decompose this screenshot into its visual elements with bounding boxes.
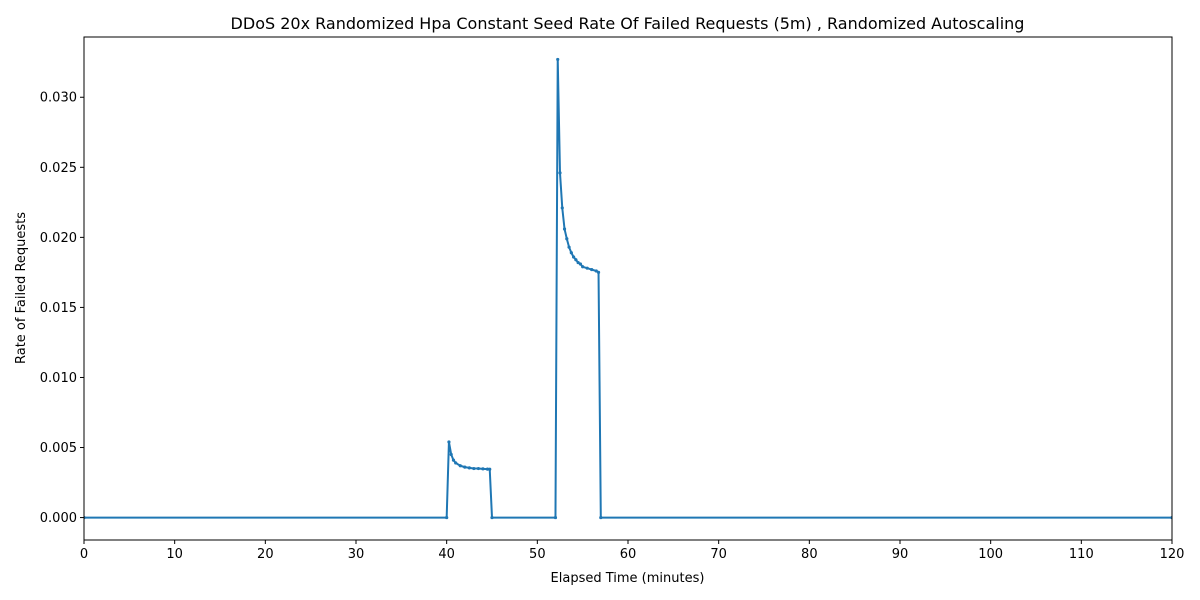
- series-point: [569, 251, 573, 255]
- series-point: [481, 467, 485, 471]
- x-tick-label: 110: [1069, 547, 1094, 562]
- x-tick-label: 100: [978, 547, 1003, 562]
- chart-title: DDoS 20x Randomized Hpa Constant Seed Ra…: [231, 14, 1025, 33]
- series-point: [463, 465, 467, 469]
- x-tick-label: 20: [257, 547, 274, 562]
- plot-area: [84, 57, 1172, 520]
- y-axis-ticks: 0.000 0.005 0.010 0.015 0.020 0.025 0.030: [40, 91, 84, 526]
- x-tick-label: 60: [620, 547, 637, 562]
- series-point: [574, 258, 578, 262]
- x-tick-label: 10: [166, 547, 183, 562]
- x-tick-label: 80: [801, 547, 818, 562]
- series-point: [556, 57, 560, 62]
- x-tick-label: 50: [529, 547, 546, 562]
- series-point: [472, 466, 476, 471]
- y-tick-label: 0.020: [40, 231, 77, 246]
- series-point: [447, 440, 451, 444]
- series-point: [488, 467, 492, 471]
- series-point: [560, 206, 564, 210]
- x-tick-label: 0: [80, 547, 88, 562]
- series-point: [581, 265, 585, 269]
- y-tick-label: 0.015: [40, 301, 77, 316]
- series-point: [567, 245, 571, 249]
- series-point: [553, 515, 558, 520]
- series-point: [599, 515, 603, 520]
- series-point: [565, 237, 569, 241]
- series-point: [476, 466, 480, 471]
- y-axis-label: Rate of Failed Requests: [14, 212, 29, 364]
- series-point: [485, 467, 490, 471]
- series-point: [490, 515, 494, 520]
- y-tick-label: 0.030: [40, 91, 77, 106]
- series-point: [590, 267, 594, 272]
- series-line: [84, 58, 1172, 519]
- x-tick-label: 90: [892, 547, 909, 562]
- series-point: [562, 227, 567, 231]
- x-tick-label: 70: [710, 547, 727, 562]
- series-point: [572, 255, 576, 259]
- series-point: [585, 266, 589, 270]
- series-point: [454, 461, 458, 465]
- y-tick-label: 0.005: [40, 441, 77, 456]
- series-point: [451, 458, 456, 462]
- x-axis-ticks: 0 10 20 30 40 50 60 70 80 90 100 110 120: [80, 540, 1185, 562]
- x-tick-label: 30: [348, 547, 365, 562]
- series-point: [596, 270, 601, 274]
- plot-frame: [83, 36, 1173, 541]
- series-point: [578, 262, 583, 266]
- x-tick-label: 40: [438, 547, 455, 562]
- series-point: [458, 464, 462, 468]
- series-point: [467, 466, 471, 470]
- y-tick-label: 0.000: [40, 511, 77, 526]
- x-tick-label: 120: [1160, 547, 1185, 562]
- series-point: [558, 171, 562, 175]
- y-tick-label: 0.010: [40, 371, 77, 386]
- x-axis-label: Elapsed Time (minutes): [551, 571, 705, 586]
- y-tick-label: 0.025: [40, 161, 77, 176]
- series-point: [449, 452, 453, 457]
- series-point: [445, 515, 449, 520]
